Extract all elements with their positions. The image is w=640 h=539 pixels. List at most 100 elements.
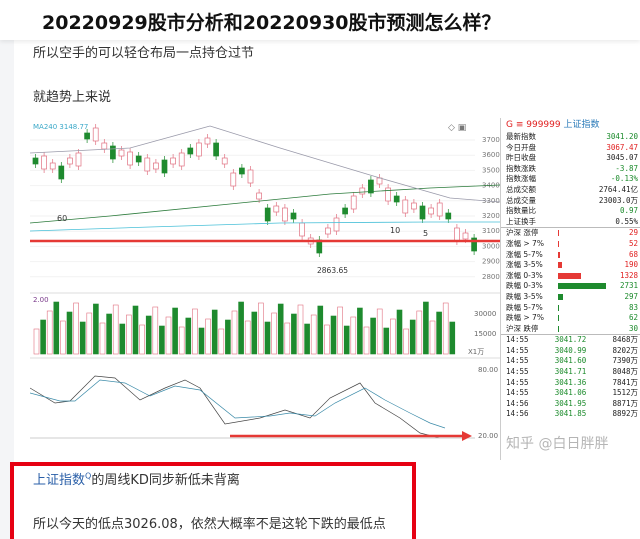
- kd-k-line: [30, 375, 441, 439]
- marker-label: 10: [390, 226, 400, 235]
- tick-time: 14:56: [506, 409, 529, 419]
- ma-line: [30, 184, 500, 224]
- candle: [333, 217, 340, 232]
- volume-bar: [53, 301, 60, 355]
- breadth-label: 涨幅 3-5%: [506, 260, 543, 270]
- tick-time: 14:55: [506, 356, 529, 366]
- stat-value: 3045.07: [606, 153, 638, 163]
- watermark: 知乎 @白日胖胖: [506, 436, 609, 452]
- stat-label: 上证换手: [506, 216, 536, 226]
- tick-price: 3041.60: [554, 356, 587, 366]
- stat-label: 昨日收盘: [506, 153, 536, 163]
- candle: [118, 149, 125, 157]
- candle: [376, 177, 383, 185]
- candles: [32, 124, 477, 257]
- breadth-row: 涨幅 > 7% 52: [501, 239, 640, 250]
- volume-bar: [370, 317, 376, 355]
- index-link[interactable]: 上证指数: [33, 473, 86, 488]
- panel-index-name: 上证指数: [563, 120, 600, 130]
- candle: [411, 202, 417, 210]
- stat-value: 0.97: [619, 206, 638, 216]
- tick-price: 3041.85: [554, 409, 587, 419]
- tick-volume: 7841万: [612, 377, 638, 387]
- volume-bar: [291, 313, 297, 355]
- breadth-row: 跌幅 > 7% 62: [501, 313, 640, 324]
- volume-bar: [185, 317, 192, 355]
- candle: [350, 195, 357, 210]
- volume-bar: [106, 313, 112, 355]
- tick-row: 14:55 3041.72 8468万: [501, 335, 640, 346]
- breadth-count: 297: [624, 291, 638, 301]
- volume-bar: [218, 328, 225, 355]
- tick-row: 14:56 3041.95 8871万: [501, 399, 640, 410]
- stat-value: -3.87: [615, 163, 638, 173]
- candle: [153, 162, 159, 170]
- volume-bar: [284, 322, 291, 355]
- volume-bar: [40, 319, 46, 355]
- breadth-label: 跌幅 > 7%: [506, 313, 544, 323]
- volume-bar: [60, 320, 66, 355]
- stat-value: 3041.20: [606, 132, 638, 141]
- tick-time: 14:55: [506, 335, 529, 345]
- volume-bar: [99, 322, 106, 355]
- volume-bar: [449, 321, 456, 355]
- breadth-row: 跌幅 3-5% 297: [501, 292, 640, 303]
- volume-bar: [178, 326, 185, 355]
- tick-row: 14:55 3041.71 8048万: [501, 367, 640, 378]
- volume-bar: [350, 316, 357, 355]
- breadth-count: 190: [624, 260, 638, 270]
- volume-bar: [132, 305, 139, 355]
- candle: [204, 137, 211, 145]
- volume-label: 2.00: [33, 296, 49, 304]
- breadth-count: 1328: [619, 270, 638, 280]
- breadth-label: 跌幅 5-7%: [506, 302, 543, 312]
- volume-bar: [139, 324, 145, 355]
- tick-volume: 8892万: [612, 409, 638, 419]
- candle: [282, 207, 288, 222]
- breadth-label: 沪深 涨停: [506, 228, 539, 238]
- tick-time: 14:55: [506, 388, 529, 398]
- candle: [419, 205, 426, 220]
- settings-icon[interactable]: ◇ ▣: [448, 123, 466, 133]
- stat-value: 3067.47: [606, 142, 638, 152]
- article-title: 20220929股市分析和20220930股市预测怎么样？: [42, 12, 501, 34]
- axis-tick: 3700: [482, 136, 500, 144]
- breadth-row: 涨幅 5-7% 68: [501, 250, 640, 261]
- search-icon[interactable]: Q: [85, 471, 92, 481]
- breadth-count: 83: [628, 302, 638, 312]
- volume-bar: [93, 303, 99, 355]
- candle: [436, 202, 443, 217]
- breadth-label: 沪深 跌停: [506, 323, 539, 333]
- breadth-label: 跌幅 3-5%: [506, 291, 543, 301]
- candle: [49, 162, 56, 170]
- axis-tick: 3300: [482, 197, 500, 205]
- breadth-bar: [558, 262, 562, 269]
- candle: [221, 157, 228, 165]
- stat-label: 指数涨幅: [506, 174, 536, 184]
- stat-row: 指数涨跌 -3.87: [501, 164, 640, 175]
- tick-volume: 8468万: [612, 335, 638, 345]
- breadth-count: 29: [628, 228, 638, 238]
- breadth-row: 跌幅 0-3% 2731: [501, 281, 640, 292]
- breadth-count: 68: [628, 249, 638, 259]
- volume-bar: [343, 325, 350, 355]
- breadth-count: 62: [628, 313, 638, 323]
- volume-bar: [409, 319, 416, 355]
- panel-code: G ≡ 999999: [506, 120, 561, 130]
- breadth-label: 跌幅 0-3%: [506, 281, 543, 291]
- stock-chart-image: MA240 3148.77 3700 3600 3500 3400 3300 3200 31…: [30, 118, 640, 460]
- volume-bar: [112, 304, 119, 355]
- page-margin: [0, 40, 14, 539]
- candle: [462, 232, 469, 240]
- candle: [127, 151, 133, 166]
- volume-bars: [33, 301, 456, 355]
- candle: [144, 157, 151, 172]
- highlight-box: [10, 462, 416, 539]
- title-bar: 20220929股市分析和20220930股市预测怎么样？: [0, 0, 640, 40]
- volume-bar: [403, 328, 409, 355]
- volume-bar: [390, 318, 396, 355]
- axis-tick: 20.00: [478, 432, 498, 440]
- volume-bar: [264, 321, 271, 355]
- volume-bar: [66, 311, 73, 355]
- paragraph: 所以空手的可以轻仓布局一点持仓过节: [33, 46, 255, 61]
